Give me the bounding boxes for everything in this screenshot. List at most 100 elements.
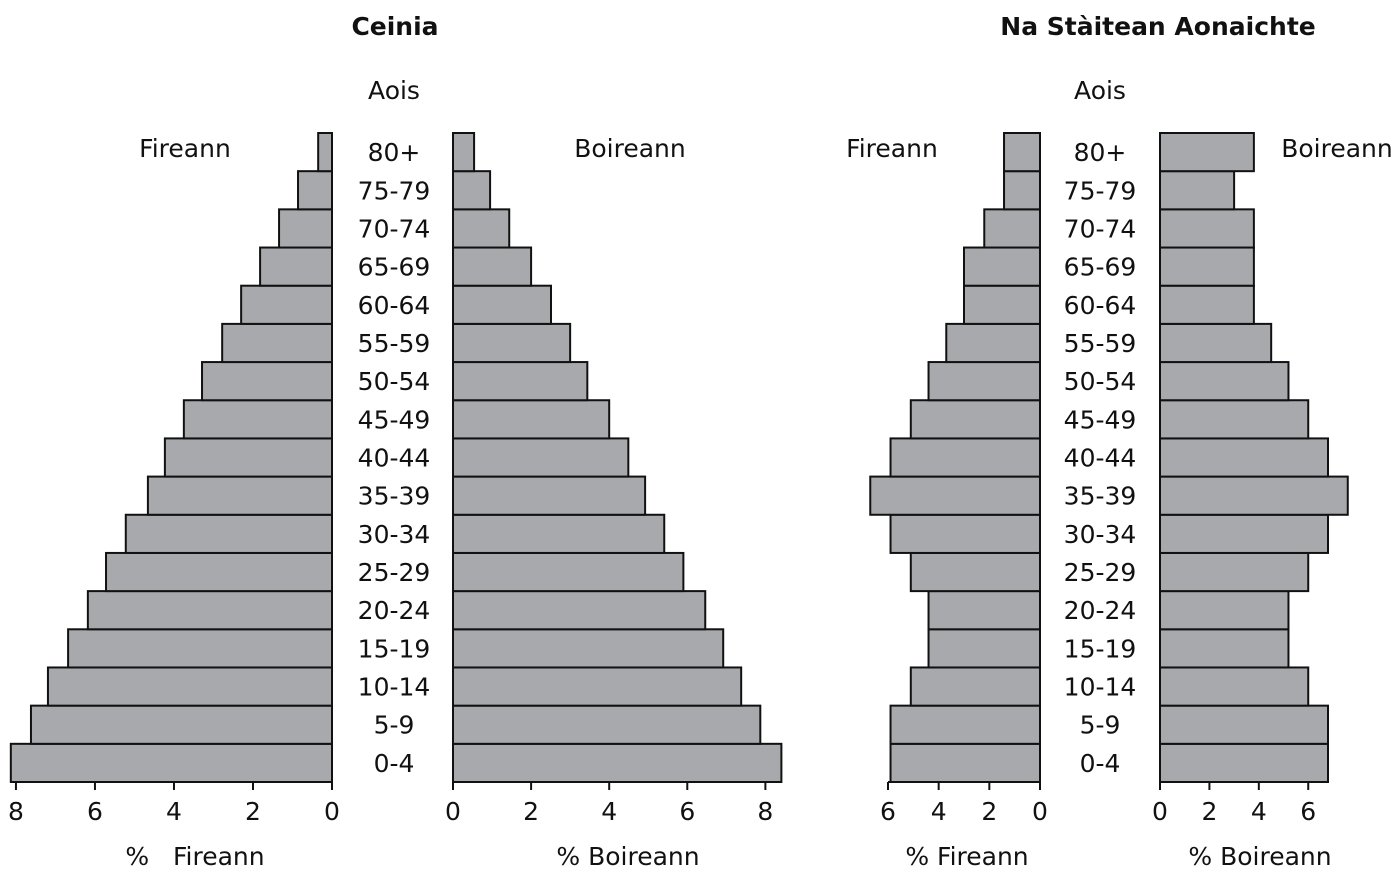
legend-label: Boireann	[1281, 134, 1393, 163]
chart-title: Na Stàitean Aonaichte	[1000, 12, 1315, 41]
bar	[67, 628, 334, 669]
bar	[909, 666, 1041, 707]
age-label: 10-14	[1064, 673, 1137, 702]
x-tick-label: 0	[445, 797, 461, 826]
bar	[317, 132, 334, 173]
bar	[46, 666, 333, 707]
bar	[452, 170, 492, 211]
age-label: 60-64	[358, 291, 431, 320]
age-label: 15-19	[1064, 634, 1137, 663]
bar	[1003, 170, 1042, 211]
age-label: 75-79	[358, 176, 431, 205]
bar	[1159, 437, 1329, 478]
bar	[452, 322, 572, 364]
age-label: 35-39	[1064, 482, 1137, 511]
age-label: 70-74	[358, 214, 431, 243]
bar	[452, 666, 743, 707]
age-label: 5-9	[1080, 711, 1121, 740]
x-tick-label: 2	[523, 797, 539, 826]
bar	[9, 742, 333, 784]
bar	[1159, 704, 1329, 745]
bar	[889, 704, 1041, 745]
bar	[869, 475, 1041, 516]
bar	[452, 437, 630, 478]
bar	[1159, 590, 1290, 631]
bar	[1159, 246, 1255, 287]
bar	[452, 475, 647, 516]
age-label: 55-59	[358, 329, 431, 358]
legend-label: Boireann	[574, 134, 686, 163]
age-label: 15-19	[358, 634, 431, 663]
age-label: 55-59	[1064, 329, 1137, 358]
bar	[452, 399, 611, 440]
age-label: 10-14	[358, 673, 431, 702]
bar	[182, 399, 333, 440]
bar	[146, 475, 333, 516]
bar	[1159, 170, 1236, 211]
x-tick-label: 0	[1032, 797, 1048, 826]
x-tick-label: 8	[757, 797, 773, 826]
age-label: 65-69	[358, 253, 431, 282]
age-axis-title: Aois	[368, 76, 420, 105]
bar	[1159, 628, 1290, 669]
x-tick-label: 4	[601, 797, 617, 826]
age-label: 80+	[1074, 138, 1127, 167]
age-label: 25-29	[1064, 558, 1137, 587]
bar	[1159, 513, 1329, 554]
x-tick-label: 6	[1300, 797, 1316, 826]
bar	[927, 628, 1041, 669]
x-tick-label: 2	[245, 797, 261, 826]
age-label: 70-74	[1064, 214, 1137, 243]
age-axis-title: Aois	[1074, 76, 1126, 105]
bar	[963, 246, 1041, 287]
age-label: 45-49	[358, 405, 431, 434]
bar	[452, 704, 762, 745]
bar	[1159, 399, 1310, 440]
age-label: 40-44	[1064, 444, 1137, 473]
bar	[163, 437, 333, 478]
age-label: 50-54	[1064, 367, 1137, 396]
bar	[452, 742, 783, 784]
bar	[297, 170, 333, 211]
x-tick-label: 2	[1201, 797, 1217, 826]
x-axis-title: % Fireann	[125, 842, 264, 871]
x-tick-label: 0	[1152, 797, 1168, 826]
age-label: 0-4	[1080, 749, 1121, 778]
bar	[1159, 551, 1310, 593]
bar	[221, 322, 333, 364]
x-tick-label: 6	[87, 797, 103, 826]
legend-label: Fireann	[139, 134, 231, 163]
bar	[452, 590, 707, 631]
age-label: 50-54	[358, 367, 431, 396]
bar	[86, 590, 333, 631]
chart-title: Ceinia	[351, 12, 438, 41]
bar	[927, 361, 1041, 402]
x-axis-title: % Fireann	[905, 842, 1028, 871]
bar	[452, 361, 589, 402]
bar	[452, 513, 666, 554]
bar	[1003, 132, 1042, 173]
legend-label: Fireann	[846, 134, 938, 163]
bar	[1159, 742, 1329, 784]
age-label: 60-64	[1064, 291, 1137, 320]
bar	[1159, 208, 1255, 249]
bar	[452, 628, 725, 669]
bar	[1159, 361, 1290, 402]
bar	[452, 132, 476, 173]
bar	[452, 246, 533, 287]
bar	[259, 246, 333, 287]
x-tick-label: 2	[981, 797, 997, 826]
age-label: 40-44	[358, 444, 431, 473]
age-label: 25-29	[358, 558, 431, 587]
x-tick-label: 4	[931, 797, 947, 826]
age-label: 45-49	[1064, 405, 1137, 434]
bar	[29, 704, 334, 745]
age-label: 30-34	[1064, 520, 1137, 549]
bar	[278, 208, 334, 249]
bar	[1159, 322, 1273, 364]
bar	[945, 322, 1041, 364]
bar	[889, 742, 1041, 784]
age-label: 75-79	[1064, 176, 1137, 205]
bar	[452, 284, 553, 325]
